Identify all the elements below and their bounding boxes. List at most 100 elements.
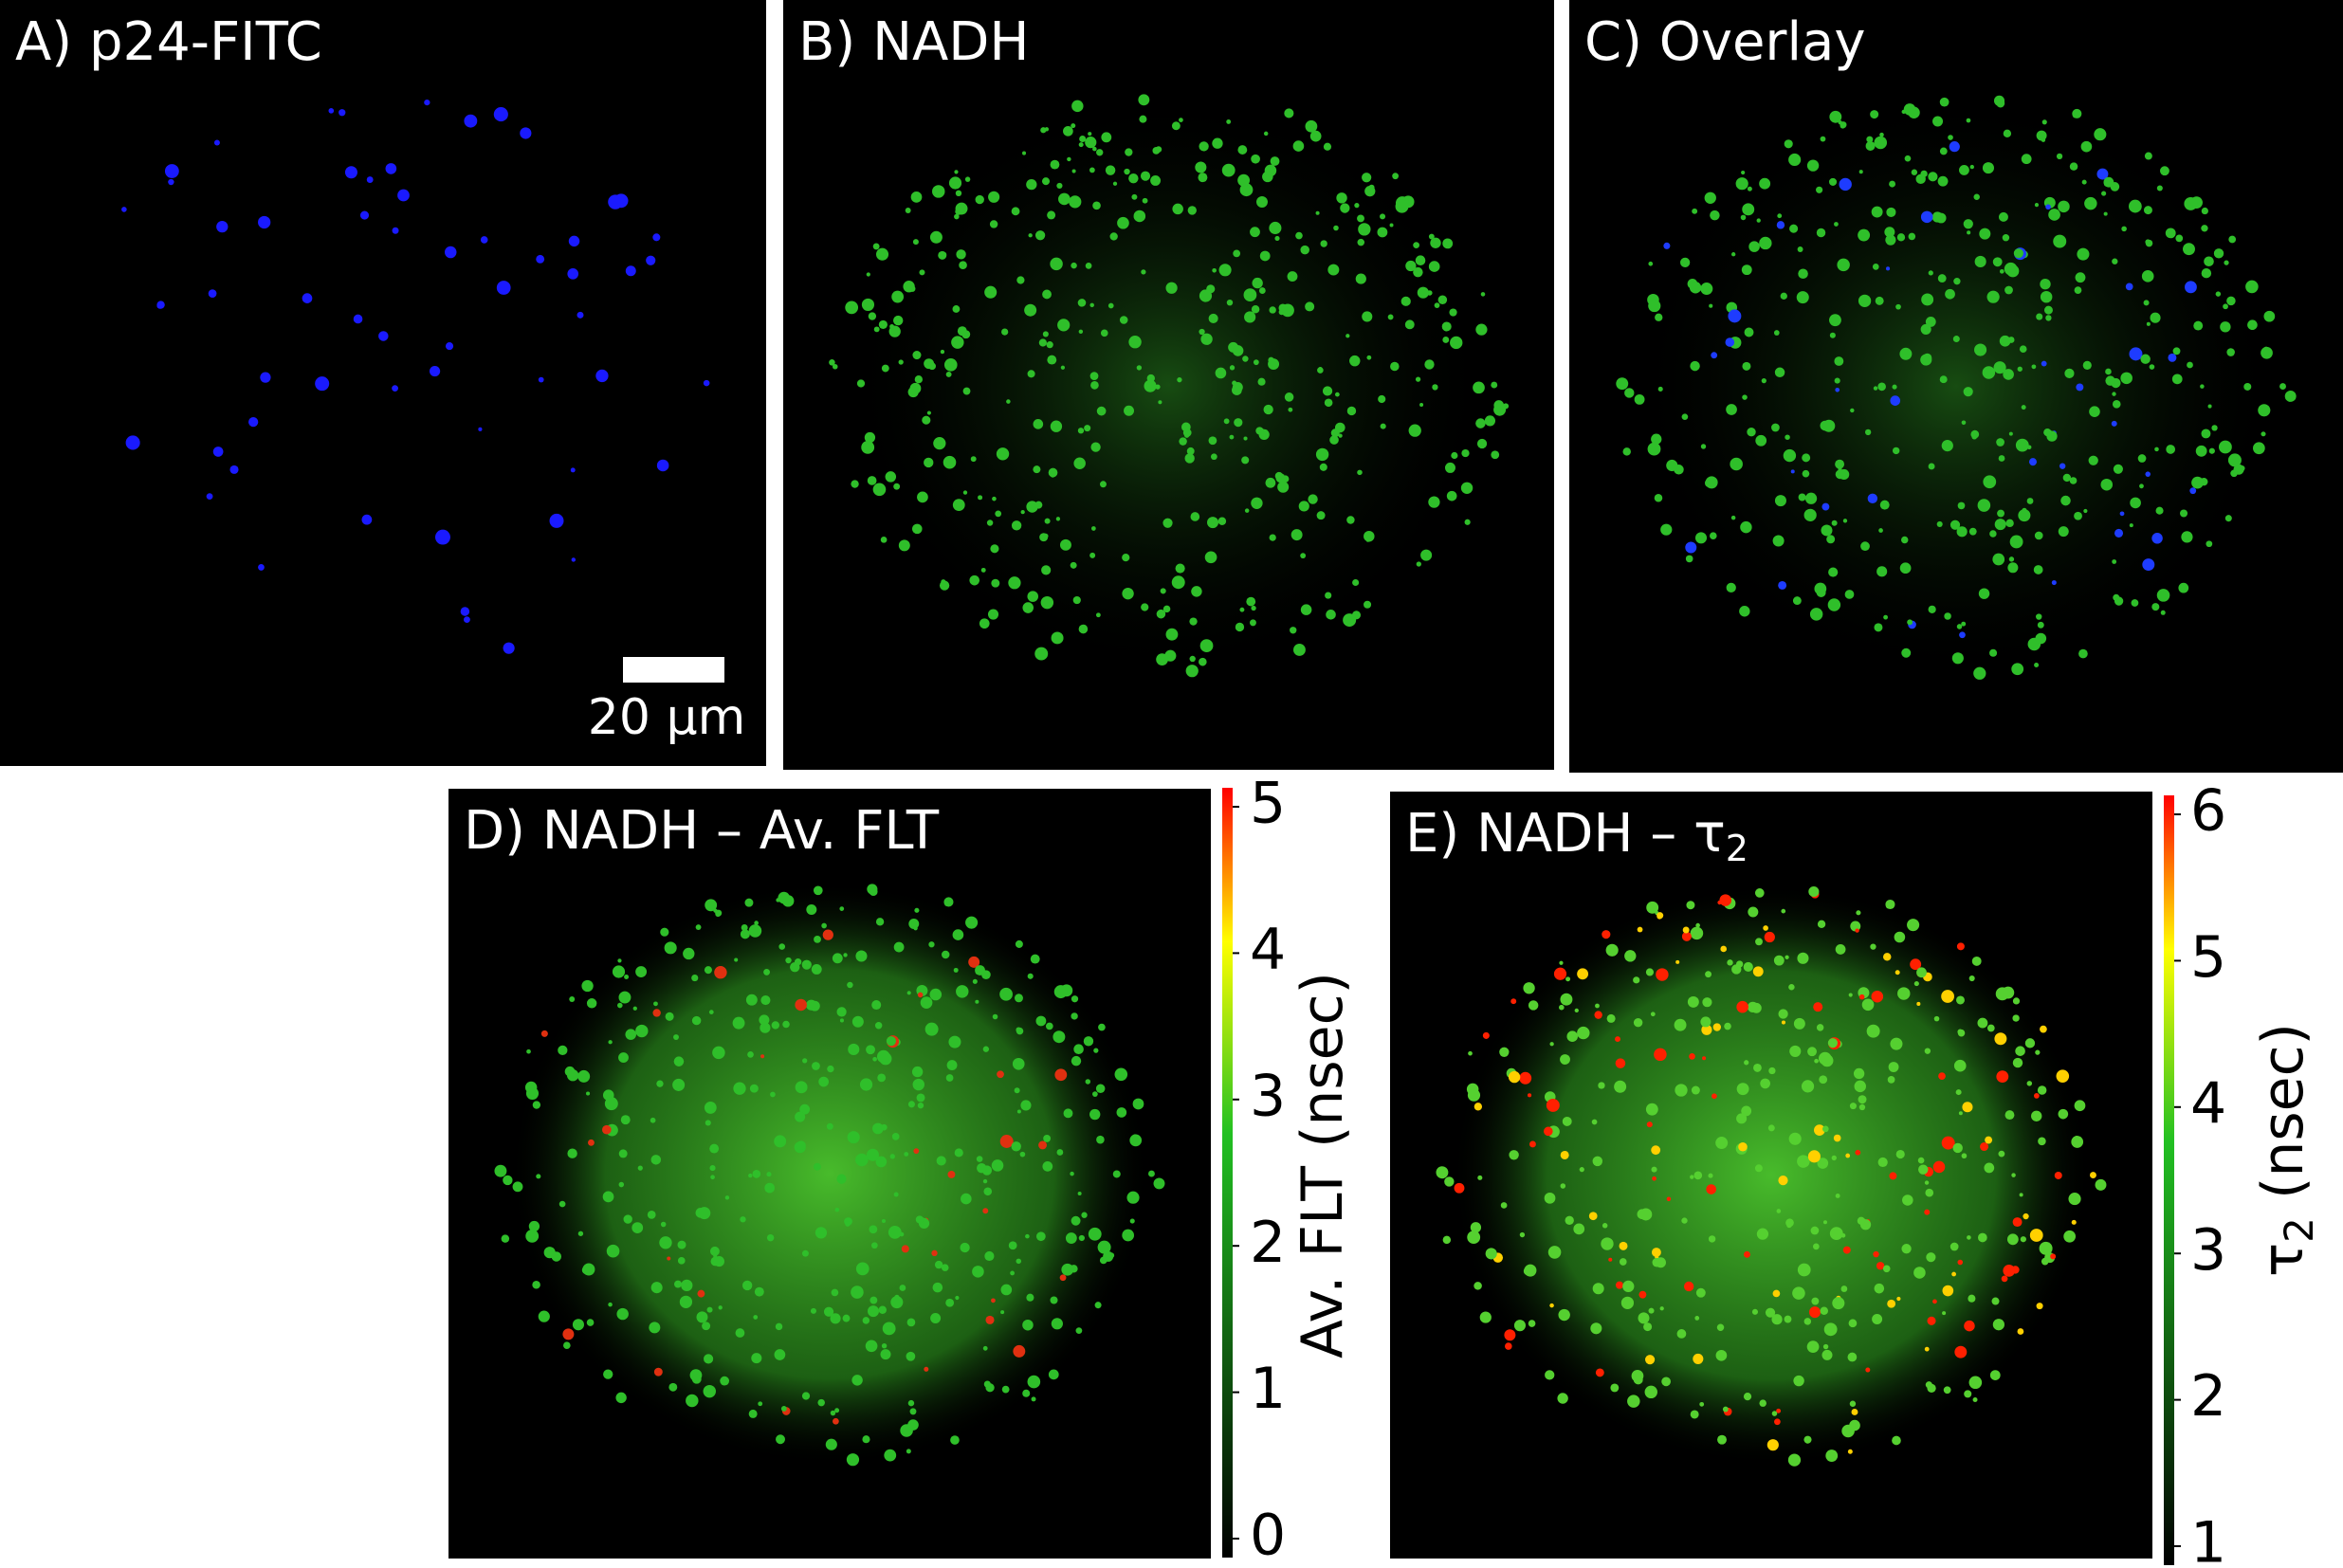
cell-speck <box>1709 303 1713 308</box>
cell-speck <box>1858 170 1863 174</box>
cell-speck <box>1432 384 1438 391</box>
cell-speck <box>943 357 958 372</box>
colorbar-tick-label: 1 <box>2190 1510 2226 1568</box>
cell-speck <box>1902 1194 1913 1206</box>
cell-speck <box>1977 1232 1987 1243</box>
cell-speck <box>929 988 943 1001</box>
cell-speck <box>1730 457 1743 471</box>
cell-speck <box>2181 531 2193 543</box>
cell-speck <box>1449 308 1457 317</box>
cell-speck <box>1090 442 1101 452</box>
cell-speck <box>1559 1004 1565 1011</box>
cell-speck <box>1659 1306 1664 1311</box>
cell-speck <box>713 1256 724 1267</box>
cell-speck <box>563 1341 571 1350</box>
cell-speck <box>975 194 984 205</box>
cell-speck <box>2069 162 2078 171</box>
cell-speck <box>1077 299 1087 307</box>
cell-speck <box>1892 447 1900 455</box>
cell-speck <box>2090 1172 2096 1179</box>
colorbar <box>2164 795 2174 1565</box>
cell-speck <box>827 1065 834 1073</box>
cell-speck <box>1913 981 1919 987</box>
cell-speck <box>1998 1150 2005 1158</box>
cell-speck <box>2156 185 2163 191</box>
cell-speck <box>206 493 213 500</box>
cell-speck <box>2143 206 2152 215</box>
cell-speck <box>843 953 848 957</box>
cell-speck <box>1016 1027 1022 1033</box>
cell-speck <box>1998 455 2005 462</box>
cell-speck <box>1901 536 1909 544</box>
cell-speck <box>995 510 1002 518</box>
cell-speck <box>1835 387 1840 392</box>
cell-speck <box>248 417 259 428</box>
cell-speck <box>1700 444 1707 449</box>
cell-speck <box>2130 497 2141 509</box>
cell-speck <box>1136 365 1143 371</box>
cell-speck <box>397 189 410 202</box>
tissue-glow <box>845 92 1492 678</box>
cell-speck <box>1759 1399 1766 1407</box>
cell-speck <box>1811 1297 1820 1305</box>
cell-speck <box>851 480 859 488</box>
cell-speck <box>1256 196 1268 209</box>
cell-speck <box>875 918 885 926</box>
cell-speck <box>1162 605 1171 613</box>
colorbar-tick-label: 6 <box>2190 778 2226 845</box>
cell-speck <box>1243 436 1248 441</box>
cell-speck <box>1725 337 1735 347</box>
cell-speck <box>1689 1052 1695 1060</box>
cell-speck <box>1549 1303 1554 1308</box>
cell-speck <box>1878 528 1883 533</box>
cell-speck <box>2012 1014 2020 1022</box>
cell-speck <box>1033 465 1041 474</box>
cell-speck <box>570 467 576 473</box>
cell-speck <box>1031 1396 1036 1402</box>
cell-speck <box>1177 377 1182 383</box>
cell-speck <box>2015 438 2029 452</box>
cell-speck <box>1175 563 1185 574</box>
cell-speck <box>653 1367 663 1377</box>
cell-speck <box>1477 1175 1483 1180</box>
cell-speck <box>901 1245 909 1253</box>
cell-speck <box>1046 341 1053 349</box>
cell-speck <box>851 1285 864 1299</box>
cell-speck <box>1651 1145 1661 1156</box>
cell-speck <box>1890 395 1901 406</box>
cell-speck <box>1358 223 1371 236</box>
cell-speck <box>2083 508 2088 514</box>
cell-speck <box>2171 374 2183 385</box>
cell-speck <box>1828 177 1838 186</box>
cell-speck <box>1622 447 1631 456</box>
cell-speck <box>1191 586 1202 597</box>
cell-speck <box>1257 377 1266 386</box>
cell-speck <box>595 369 609 383</box>
cell-speck <box>834 1207 840 1212</box>
cell-speck <box>2043 305 2053 315</box>
cell-speck <box>1268 358 1280 371</box>
cell-speck <box>1742 361 1751 371</box>
cell-speck <box>1473 381 1485 394</box>
cell-speck <box>683 947 695 960</box>
cell-speck <box>836 1007 847 1017</box>
cell-speck <box>747 1051 754 1058</box>
cell-speck <box>977 1162 987 1174</box>
cell-speck <box>1874 1283 1885 1294</box>
cell-speck <box>1417 286 1429 299</box>
cell-speck <box>1821 1349 1833 1360</box>
cell-speck <box>1019 1151 1026 1158</box>
cell-speck <box>1141 603 1149 611</box>
cell-speck <box>705 1120 711 1126</box>
cell-speck <box>2037 1085 2047 1095</box>
cell-speck <box>536 1174 541 1179</box>
cell-speck <box>1544 1126 1553 1137</box>
cell-speck <box>1413 242 1420 248</box>
cell-speck <box>1269 534 1276 541</box>
cell-speck <box>1190 512 1200 521</box>
cell-speck <box>213 139 220 146</box>
cell-speck <box>741 924 748 932</box>
cell-speck <box>855 950 868 962</box>
cell-speck <box>1060 365 1066 370</box>
cell-speck <box>2144 152 2152 160</box>
